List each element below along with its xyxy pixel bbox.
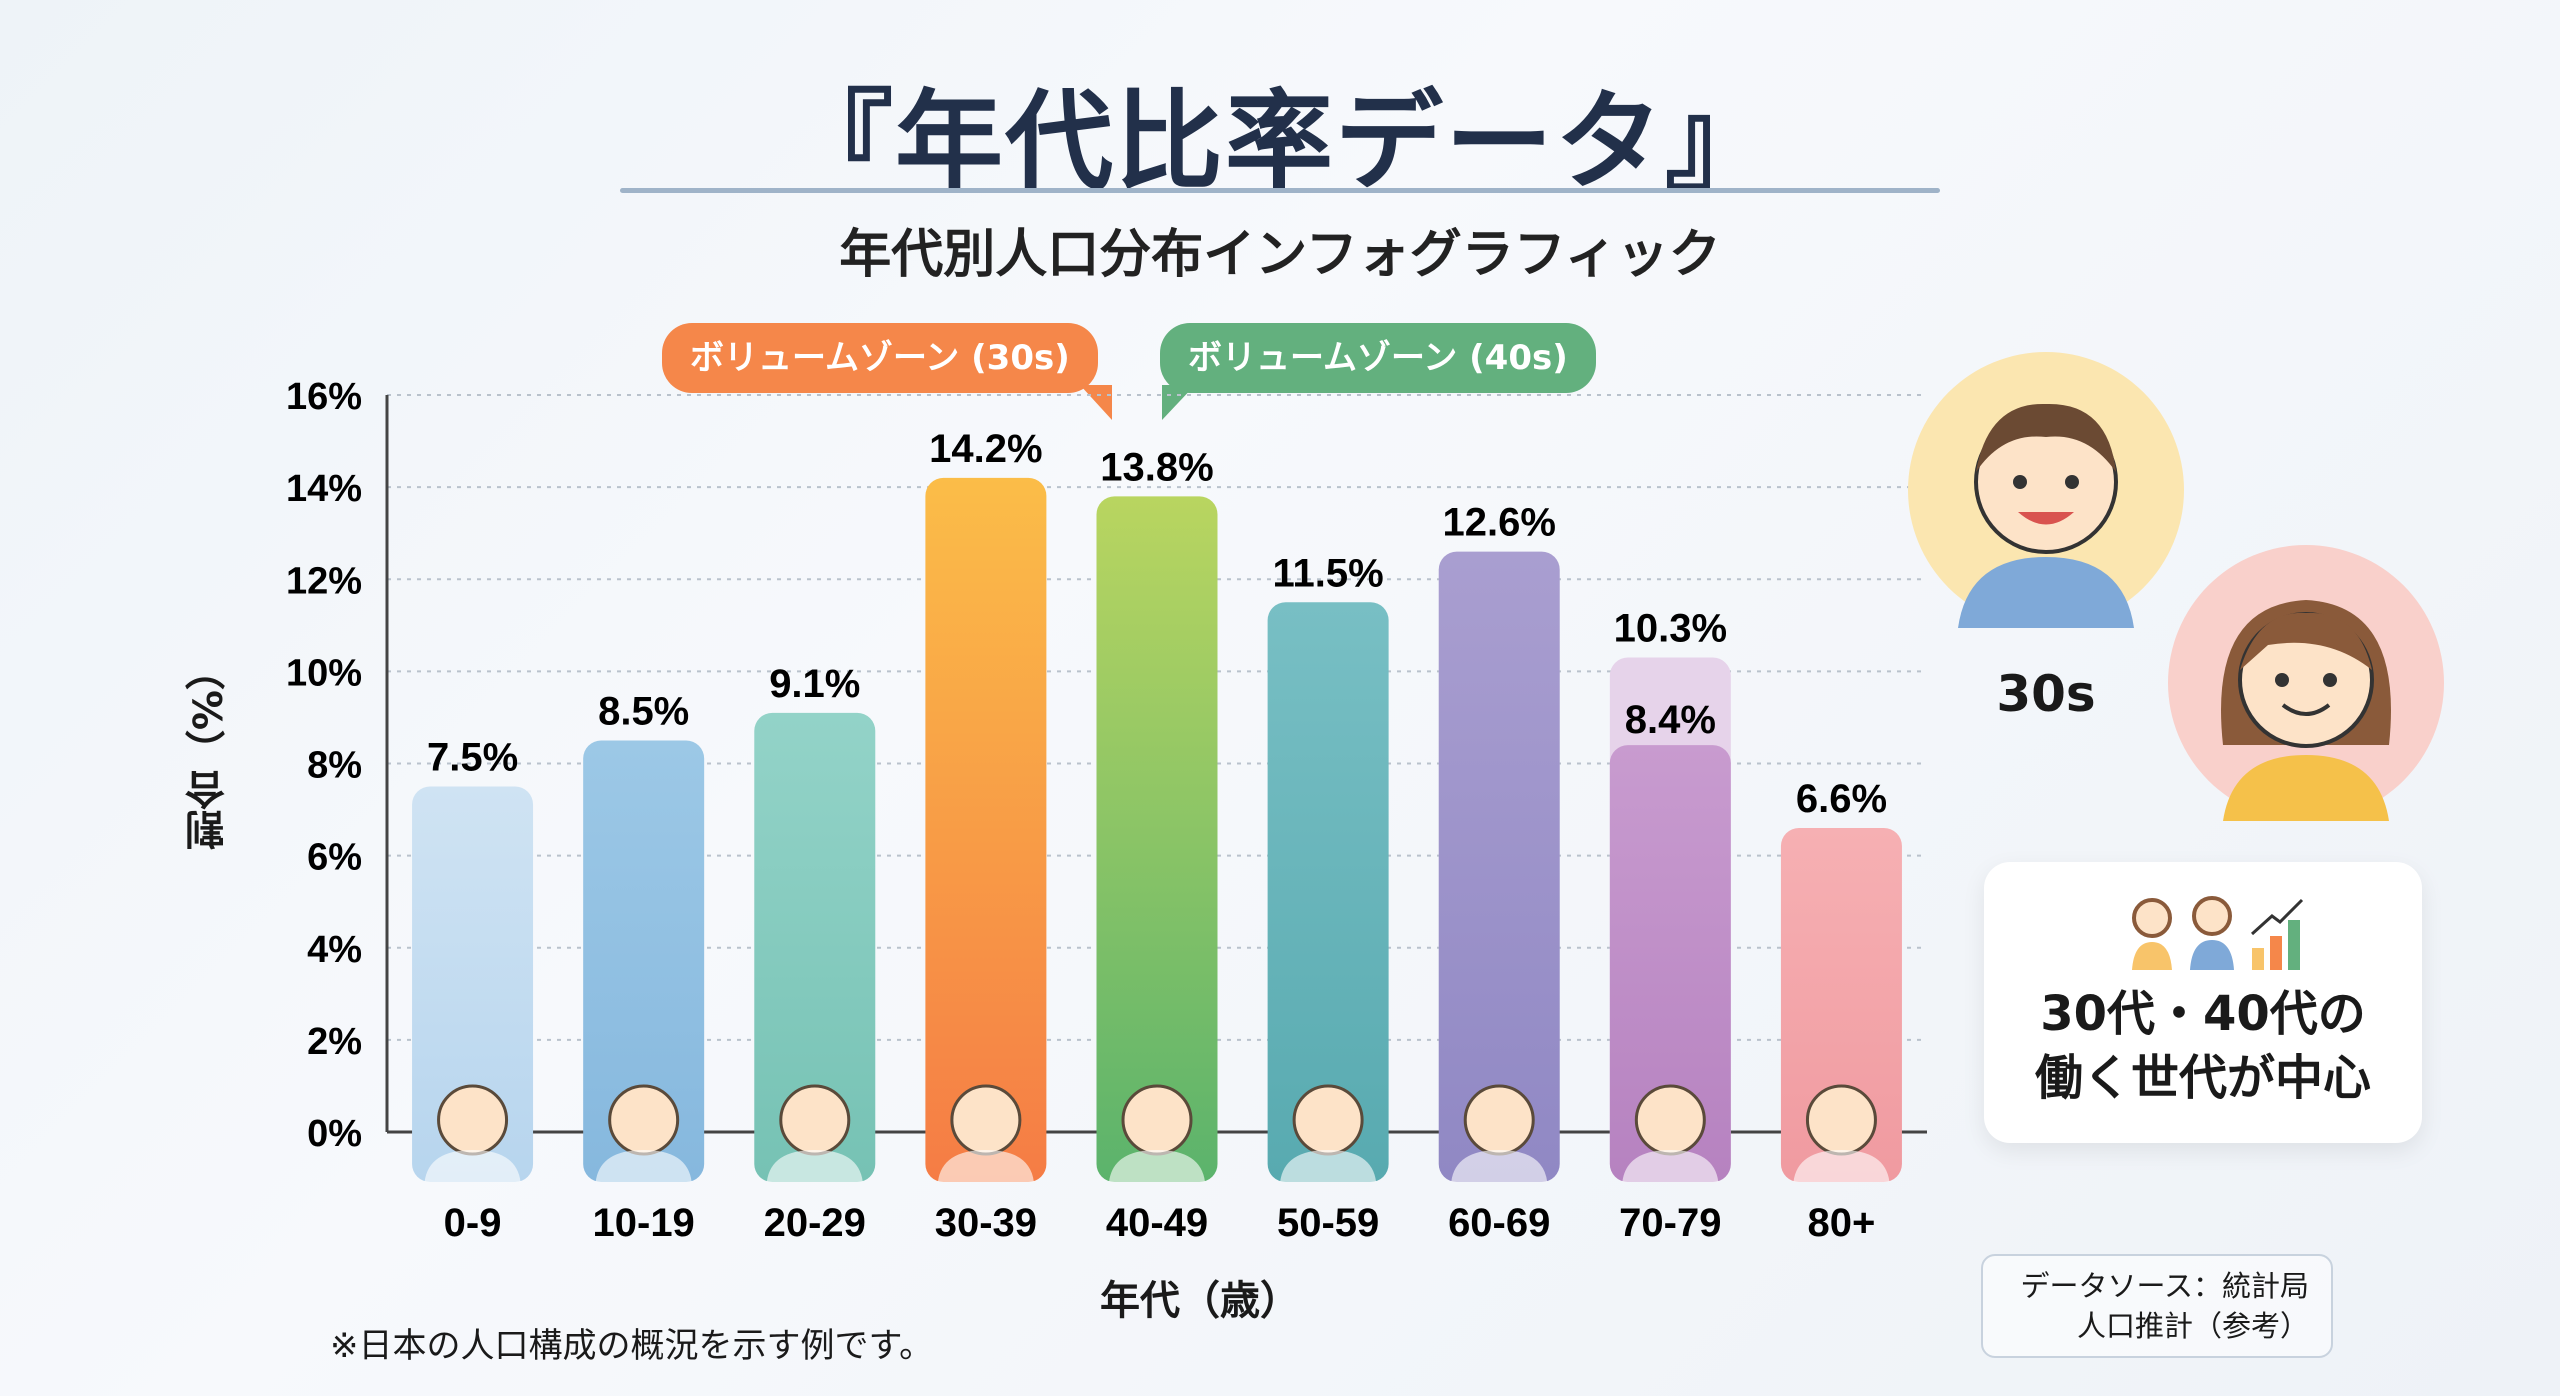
person-face-icon (1463, 1084, 1535, 1156)
subtitle: 年代別人口分布インフォグラフィック (839, 225, 1721, 285)
man-avatar-icon (1908, 352, 2184, 628)
callout-pointer-30s (1080, 385, 1112, 420)
person-face-icon (608, 1084, 680, 1156)
footnote: ※日本の人口構成の概況を示す例です。 (330, 1326, 934, 1366)
x-axis-label: 年代（歳） (1100, 1278, 1300, 1324)
bar-value-label: 8.5% (598, 689, 689, 733)
y-tick-label: 4% (307, 929, 362, 971)
x-tick-label: 80+ (1808, 1201, 1876, 1245)
x-tick-label: 40-49 (1106, 1201, 1208, 1245)
bar-value-label: 11.5% (1273, 551, 1384, 595)
bar-50-59 (1267, 602, 1389, 1182)
source-line-1: データソース：統計局 (2020, 1269, 2309, 1303)
x-tick-label: 0-9 (444, 1201, 502, 1245)
person-body-icon (937, 1150, 1034, 1182)
person-body-icon (1793, 1150, 1890, 1182)
summary-card: 30代・40代の 働く世代が中心 (1984, 862, 2422, 1143)
x-tick-label: 50-59 (1277, 1201, 1379, 1245)
data-source-box: データソース：統計局人口推計（参考） (1981, 1254, 2333, 1358)
x-tick-label: 20-29 (764, 1201, 866, 1245)
person-face-icon (1292, 1084, 1364, 1156)
x-tick-label: 70-79 (1619, 1201, 1721, 1245)
card-text-line-2: 働く世代が中心 (2034, 1050, 2371, 1106)
person-body-icon (1280, 1150, 1377, 1182)
bar-20-29 (754, 712, 876, 1182)
bar-0-9 (412, 786, 534, 1182)
avatar-label: 30s (1996, 665, 2096, 723)
bar-secondary-label: 8.4% (1625, 698, 1716, 742)
person-body-icon (1109, 1150, 1205, 1182)
x-tick-label: 30-39 (935, 1201, 1037, 1245)
page-title: 『年代比率データ』 (784, 80, 1775, 205)
people-growth-icon (2132, 896, 2304, 970)
person-face-icon (1634, 1084, 1706, 1156)
woman-avatar-icon (2168, 545, 2444, 821)
bar-60-69 (1438, 551, 1560, 1182)
title-divider (620, 188, 1940, 193)
bar-value-label: 14.2% (929, 427, 1042, 471)
person-face-icon (950, 1084, 1022, 1156)
person-body-icon (595, 1150, 692, 1182)
y-tick-label: 14% (286, 468, 362, 510)
callout-pointer-40s (1162, 385, 1195, 420)
bar-80+ (1780, 827, 1902, 1182)
y-tick-label: 10% (286, 652, 362, 694)
x-tick-label: 60-69 (1448, 1201, 1550, 1245)
x-tick-label: 10-19 (593, 1201, 695, 1245)
person-body-icon (1451, 1150, 1548, 1182)
bar-40-49 (1096, 496, 1218, 1182)
y-tick-label: 12% (286, 560, 362, 602)
y-tick-label: 2% (307, 1021, 362, 1063)
bar-70-79-secondary (1609, 745, 1731, 1182)
person-body-icon (424, 1150, 521, 1182)
person-body-icon (1622, 1150, 1719, 1182)
person-face-icon (1121, 1084, 1193, 1156)
person-body-icon (766, 1150, 863, 1182)
person-face-icon (779, 1084, 851, 1156)
y-tick-label: 16% (286, 376, 362, 418)
callout-volume-zone-30s: ボリュームゾーン (30s) (662, 323, 1098, 393)
source-line-2: 人口推計（参考） (2076, 1309, 2309, 1343)
bar-value-label: 12.6% (1443, 501, 1556, 545)
bar-value-label: 9.1% (769, 662, 860, 706)
person-face-icon (1805, 1084, 1877, 1156)
bar-value-label: 10.3% (1614, 607, 1727, 651)
bar-value-label: 6.6% (1796, 777, 1887, 821)
person-face-icon (437, 1084, 509, 1156)
callout-volume-zone-40s: ボリュームゾーン (40s) (1160, 323, 1596, 393)
bar-10-19 (583, 740, 705, 1182)
bar-30-39 (925, 477, 1047, 1183)
bar-value-label: 13.8% (1100, 445, 1213, 489)
y-tick-label: 8% (307, 745, 362, 787)
y-axis-label: 割合（%） (186, 650, 232, 851)
y-tick-label: 6% (307, 837, 362, 879)
bar-value-label: 7.5% (427, 736, 518, 780)
card-text-line-1: 30代・40代の (2040, 986, 2366, 1042)
y-tick-label: 0% (307, 1113, 362, 1155)
